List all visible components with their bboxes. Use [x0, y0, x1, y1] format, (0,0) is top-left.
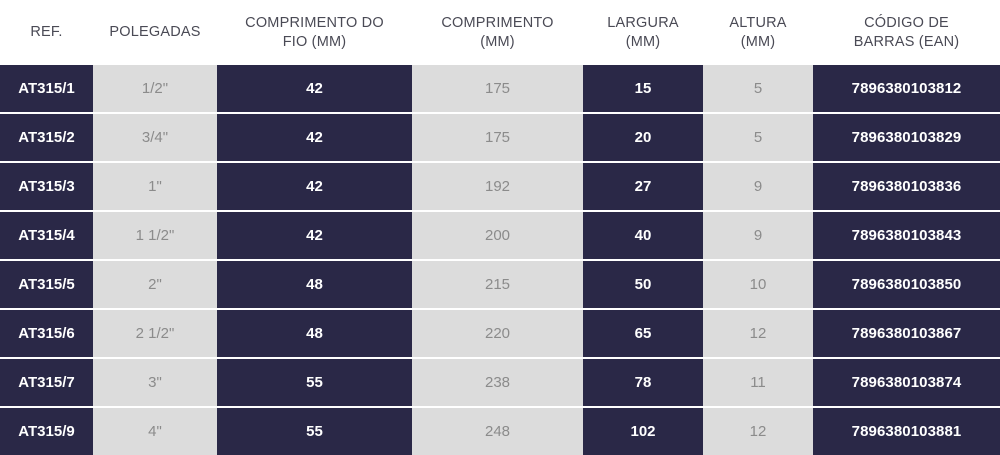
cell-ean: 7896380103812	[813, 65, 1000, 114]
cell-altura: 9	[703, 211, 813, 261]
column-header-altura: ALTURA (MM)	[703, 0, 813, 65]
cell-altura: 12	[703, 309, 813, 359]
column-header-largura: LARGURA (MM)	[583, 0, 703, 65]
cell-altura: 12	[703, 407, 813, 455]
cell-ean: 7896380103850	[813, 260, 1000, 310]
cell-largura: 15	[583, 65, 703, 114]
cell-largura: 40	[583, 211, 703, 261]
cell-ean: 7896380103874	[813, 358, 1000, 408]
cell-polegadas: 2"	[93, 260, 217, 310]
column-header-comprimento-line-2: (MM)	[480, 33, 515, 50]
column-header-ref: REF.	[0, 0, 93, 65]
cell-ref: AT315/2	[0, 113, 93, 163]
cell-altura: 5	[703, 65, 813, 114]
cell-fio: 48	[217, 260, 412, 310]
cell-ref: AT315/5	[0, 260, 93, 310]
cell-largura: 50	[583, 260, 703, 310]
column-header-altura-line-1: ALTURA	[729, 15, 787, 32]
column-header-altura-line-2: (MM)	[740, 33, 776, 50]
table-row: AT315/2 3/4" 42 175 20 5 7896380103829	[0, 113, 1000, 163]
column-header-largura-line-1: LARGURA	[607, 15, 679, 32]
cell-altura: 9	[703, 162, 813, 212]
column-header-comprimento: COMPRIMENTO (MM)	[412, 0, 583, 65]
cell-ean: 7896380103829	[813, 113, 1000, 163]
column-header-comprimento-do-fio-line-1: COMPRIMENTO DO	[245, 15, 384, 32]
table-row: AT315/1 1/2" 42 175 15 5 7896380103812	[0, 65, 1000, 114]
column-header-largura-line-2: (MM)	[625, 33, 661, 50]
cell-ref: AT315/3	[0, 162, 93, 212]
column-header-polegadas: POLEGADAS	[93, 0, 217, 65]
column-header-comprimento-line-1: COMPRIMENTO	[441, 15, 554, 32]
column-header-polegadas-line-1: POLEGADAS	[109, 24, 201, 41]
table-row: AT315/7 3" 55 238 78 11 7896380103874	[0, 358, 1000, 408]
cell-fio: 55	[217, 407, 412, 455]
cell-fio: 42	[217, 211, 412, 261]
cell-fio: 48	[217, 309, 412, 359]
column-header-ref-line-1: REF.	[30, 24, 63, 41]
cell-comprimento: 200	[412, 211, 583, 261]
table-row: AT315/5 2" 48 215 50 10 7896380103850	[0, 260, 1000, 310]
cell-ref: AT315/4	[0, 211, 93, 261]
cell-comprimento: 175	[412, 65, 583, 114]
cell-ref: AT315/6	[0, 309, 93, 359]
table-row: AT315/6 2 1/2" 48 220 65 12 7896380103867	[0, 309, 1000, 359]
column-header-comprimento-do-fio-line-2: FIO (MM)	[282, 33, 347, 50]
cell-polegadas: 2 1/2"	[93, 309, 217, 359]
cell-ref: AT315/7	[0, 358, 93, 408]
cell-ean: 7896380103881	[813, 407, 1000, 455]
column-header-codigo-de-barras-line-1: CÓDIGO DE	[864, 15, 949, 32]
table-row: AT315/3 1" 42 192 27 9 7896380103836	[0, 162, 1000, 212]
cell-ean: 7896380103867	[813, 309, 1000, 359]
column-header-codigo-de-barras-line-2: BARRAS (EAN)	[853, 33, 960, 50]
cell-comprimento: 248	[412, 407, 583, 455]
table-row: AT315/4 1 1/2" 42 200 40 9 7896380103843	[0, 211, 1000, 261]
table-header: REF. POLEGADAS COMPRIMENTO DO FIO (MM) C…	[0, 0, 1000, 65]
table-row: AT315/9 4" 55 248 102 12 7896380103881	[0, 407, 1000, 455]
cell-polegadas: 4"	[93, 407, 217, 455]
cell-polegadas: 3/4"	[93, 113, 217, 163]
cell-fio: 55	[217, 358, 412, 408]
cell-ref: AT315/9	[0, 407, 93, 455]
cell-comprimento: 175	[412, 113, 583, 163]
cell-fio: 42	[217, 113, 412, 163]
cell-largura: 65	[583, 309, 703, 359]
column-header-codigo-de-barras: CÓDIGO DE BARRAS (EAN)	[813, 0, 1000, 65]
cell-ean: 7896380103836	[813, 162, 1000, 212]
cell-ean: 7896380103843	[813, 211, 1000, 261]
cell-comprimento: 238	[412, 358, 583, 408]
cell-altura: 10	[703, 260, 813, 310]
cell-fio: 42	[217, 162, 412, 212]
cell-polegadas: 1 1/2"	[93, 211, 217, 261]
cell-ref: AT315/1	[0, 65, 93, 114]
table-header-row: REF. POLEGADAS COMPRIMENTO DO FIO (MM) C…	[0, 0, 1000, 65]
cell-largura: 102	[583, 407, 703, 455]
cell-polegadas: 1"	[93, 162, 217, 212]
cell-comprimento: 192	[412, 162, 583, 212]
cell-largura: 78	[583, 358, 703, 408]
cell-comprimento: 220	[412, 309, 583, 359]
column-header-comprimento-do-fio: COMPRIMENTO DO FIO (MM)	[217, 0, 412, 65]
cell-polegadas: 1/2"	[93, 65, 217, 114]
cell-altura: 11	[703, 358, 813, 408]
table-body: AT315/1 1/2" 42 175 15 5 7896380103812 AT315/2 3…	[0, 65, 1000, 455]
cell-fio: 42	[217, 65, 412, 114]
cell-largura: 27	[583, 162, 703, 212]
cell-comprimento: 215	[412, 260, 583, 310]
cell-altura: 5	[703, 113, 813, 163]
cell-polegadas: 3"	[93, 358, 217, 408]
cell-largura: 20	[583, 113, 703, 163]
